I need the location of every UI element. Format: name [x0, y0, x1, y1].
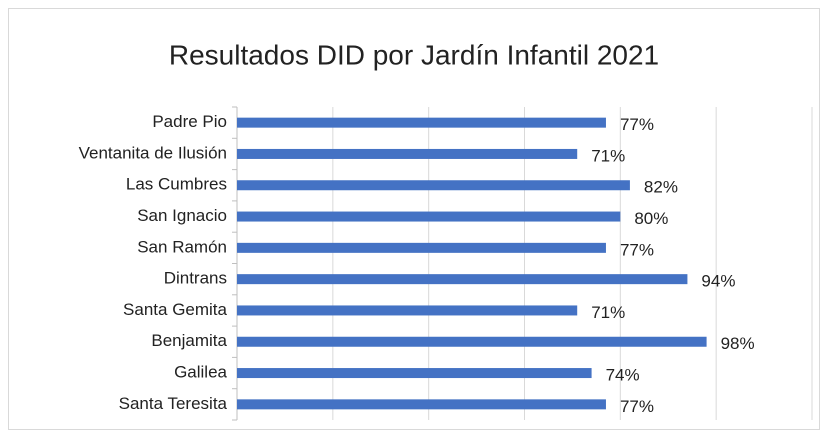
bar	[237, 211, 621, 222]
bar	[237, 368, 592, 379]
y-tick-label: Santa Gemita	[123, 300, 227, 319]
bar	[237, 336, 707, 347]
bar	[237, 305, 578, 316]
data-label: 71%	[591, 303, 625, 322]
y-tick-label: Ventanita de Ilusión	[79, 143, 227, 162]
data-label: 77%	[620, 240, 654, 259]
data-label: 94%	[701, 272, 735, 291]
data-label: 82%	[644, 178, 678, 197]
y-tick-label: Santa Teresita	[119, 394, 228, 413]
y-tick-label: San Ignacio	[137, 206, 227, 225]
data-label: 71%	[591, 146, 625, 165]
y-tick-label: Benjamita	[151, 331, 227, 350]
data-label: 77%	[620, 397, 654, 416]
y-tick-label: Galilea	[174, 363, 227, 382]
data-label: 80%	[634, 209, 668, 228]
bar	[237, 180, 630, 191]
y-tick-label: Dintrans	[164, 269, 227, 288]
y-tick-label: Padre Pio	[152, 112, 227, 131]
data-label: 98%	[721, 334, 755, 353]
bar	[237, 242, 606, 253]
bar	[237, 117, 606, 128]
y-tick-label: San Ramón	[137, 237, 227, 256]
y-tick-label: Las Cumbres	[126, 175, 227, 194]
bar	[237, 274, 688, 285]
bar	[237, 148, 578, 159]
bar	[237, 399, 606, 410]
data-label: 77%	[620, 115, 654, 134]
chart-title: Resultados DID por Jardín Infantil 2021	[169, 39, 659, 70]
data-label: 74%	[606, 366, 640, 385]
